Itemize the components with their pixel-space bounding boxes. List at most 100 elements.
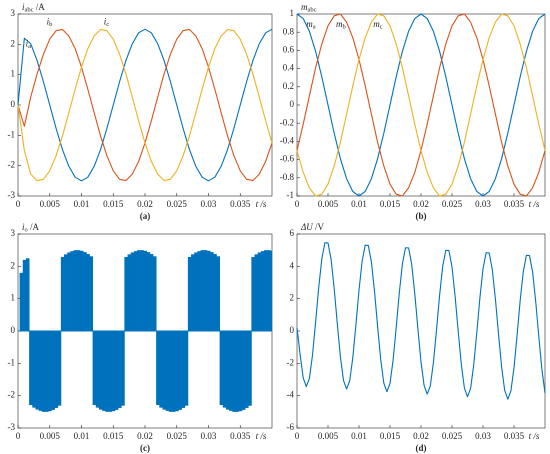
signal-bar xyxy=(89,256,94,331)
axes-box xyxy=(296,13,546,197)
signal-bar xyxy=(149,254,154,331)
y-tick-label: -3 xyxy=(8,422,16,432)
x-axis-label: t /s xyxy=(256,199,267,209)
signal-bar xyxy=(222,331,227,408)
signal-bar xyxy=(264,250,268,331)
signal-bar xyxy=(25,258,30,331)
y-axis-label-subscript: o xyxy=(25,227,28,234)
signal-bar xyxy=(54,331,59,408)
y-axis-label: mabc xyxy=(301,2,317,14)
signal-bar xyxy=(98,331,103,410)
series-label-subscript: a xyxy=(313,24,316,31)
y-tick-label: -1 xyxy=(8,357,16,367)
signal-bar xyxy=(181,331,186,408)
y-tick-label: 0 xyxy=(11,325,16,335)
signal-bar xyxy=(245,331,249,408)
signal-bar xyxy=(60,256,65,331)
signal-bar xyxy=(111,331,116,412)
y-axis-label: io /A xyxy=(22,222,40,234)
y-tick-label: 3 xyxy=(11,228,16,238)
signal-bar xyxy=(225,331,230,410)
series-label-symbol: i xyxy=(104,17,107,27)
signal-bar xyxy=(140,250,144,331)
x-tick-label: 0.01 xyxy=(351,199,367,209)
y-tick-label: 6 xyxy=(290,228,295,238)
series-label: mb xyxy=(336,19,346,31)
series-line xyxy=(296,13,546,197)
x-tick-label: 0.025 xyxy=(442,199,463,209)
signal-bar xyxy=(257,252,262,331)
x-tick-label: 0.03 xyxy=(475,199,491,209)
panel-caption: (b) xyxy=(416,211,427,221)
x-tick-label: 0.02 xyxy=(137,199,153,209)
series-line xyxy=(17,28,273,182)
y-tick-label: 2 xyxy=(290,293,295,303)
x-tick-label: 0.005 xyxy=(40,431,61,441)
x-tick-label: 0 xyxy=(16,199,21,209)
signal-bar xyxy=(159,331,163,408)
y-tick-label: 1 xyxy=(11,293,16,303)
x-tick-label: 0.03 xyxy=(475,431,491,441)
series-label: ia xyxy=(26,38,32,50)
y-axis-label-symbol: ΔU xyxy=(300,222,313,232)
y-tick-label: -0.8 xyxy=(280,172,295,182)
signal-bar xyxy=(200,250,205,331)
signal-bar xyxy=(156,331,160,406)
x-tick-label: 0.035 xyxy=(230,199,251,209)
series-label-symbol: i xyxy=(47,17,50,27)
y-tick-label: -0.2 xyxy=(280,117,294,127)
y-tick-label: 1 xyxy=(11,69,16,79)
y-tick-label: 0 xyxy=(290,99,295,109)
signal-bar xyxy=(22,259,27,331)
x-tick-label: 0.035 xyxy=(504,199,525,209)
signal-bar xyxy=(124,256,128,331)
y-axis-label-subscript: abc xyxy=(308,7,317,14)
signal-bar xyxy=(70,251,74,331)
series-line xyxy=(17,28,273,182)
signal-bar xyxy=(146,252,151,331)
signal-bar xyxy=(83,252,87,331)
x-tick-label: 0.02 xyxy=(413,431,429,441)
y-tick-label: 0 xyxy=(290,325,295,335)
y-axis-label-symbol: i xyxy=(22,2,25,12)
signal-bar xyxy=(130,252,135,331)
signal-bar xyxy=(248,331,252,406)
signal-bar xyxy=(86,254,90,331)
y-tick-label: 4 xyxy=(290,260,295,270)
y-tick-label: -4 xyxy=(287,390,295,400)
series-label-subscript: a xyxy=(28,43,31,50)
y-tick-label: 3 xyxy=(11,8,16,18)
y-axis-label-unit: /V xyxy=(313,222,325,232)
x-tick-label: 0.02 xyxy=(137,431,153,441)
signal-bar xyxy=(76,250,81,331)
x-tick-label: 0.025 xyxy=(167,431,188,441)
x-tick-label: 0.015 xyxy=(380,431,401,441)
x-tick-label: 0 xyxy=(295,199,300,209)
x-tick-label: 0.01 xyxy=(351,431,367,441)
signal-bar xyxy=(203,250,208,331)
signal-bar xyxy=(35,331,40,410)
y-tick-label: 1 xyxy=(290,8,295,18)
x-tick-label: 0.005 xyxy=(40,199,61,209)
x-tick-label: 0.025 xyxy=(442,431,463,441)
signal-bar xyxy=(229,331,233,411)
series-label-symbol: i xyxy=(26,38,29,48)
signal-bar xyxy=(64,254,68,331)
signal-bar xyxy=(133,251,138,331)
signal-bar xyxy=(197,251,201,331)
series-line xyxy=(17,28,273,182)
x-tick-label: 0.03 xyxy=(201,431,217,441)
signal-bar xyxy=(92,331,97,406)
y-tick-label: 2 xyxy=(11,260,16,270)
signal-bar xyxy=(162,331,167,410)
signal-bar xyxy=(219,331,224,406)
signal-bar xyxy=(206,250,211,331)
signal-bar xyxy=(210,252,214,331)
y-tick-label: -3 xyxy=(8,190,16,200)
y-axis-label-symbol: m xyxy=(301,2,308,12)
x-tick-label: 0.035 xyxy=(504,431,525,441)
series-label: ib xyxy=(47,17,53,29)
signal-bar xyxy=(32,331,36,408)
signal-bar xyxy=(79,250,84,331)
y-tick-label: 0.4 xyxy=(283,63,295,73)
